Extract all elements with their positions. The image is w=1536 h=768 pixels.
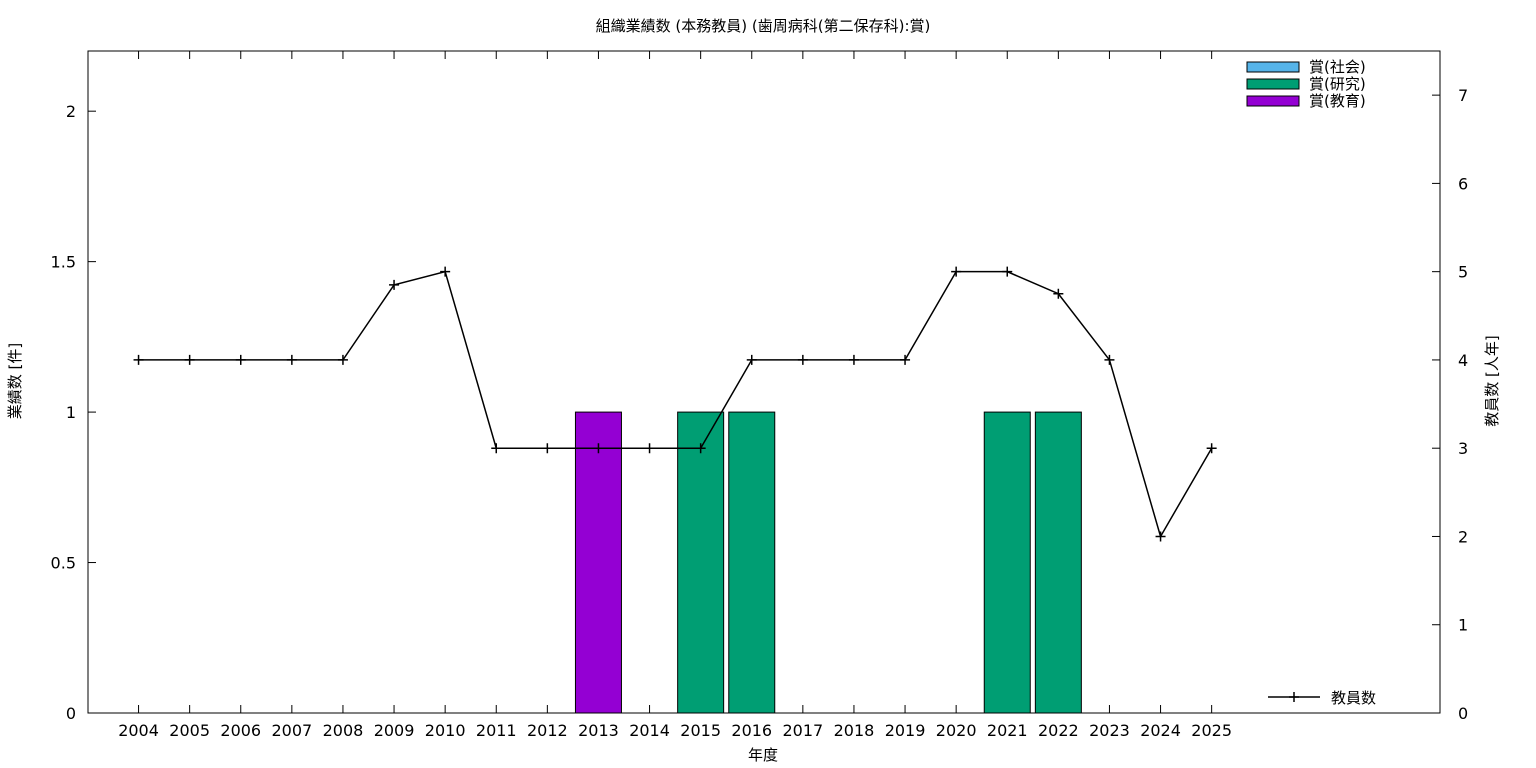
line-point <box>644 443 655 454</box>
y2-tick-label: 2 <box>1458 527 1468 546</box>
line-point <box>1002 266 1013 277</box>
y2-tick-label: 7 <box>1458 86 1468 105</box>
line-point <box>848 354 859 365</box>
line-point <box>695 443 706 454</box>
x-tick-label: 2004 <box>118 721 159 740</box>
x-tick-label: 2010 <box>425 721 466 740</box>
x-tick-label: 2014 <box>629 721 670 740</box>
legend: 賞(社会)賞(研究)賞(教育) 教員数 <box>1246 58 1376 707</box>
line-point <box>286 354 297 365</box>
line-point <box>1155 531 1166 542</box>
x-tick-label: 2015 <box>680 721 721 740</box>
x-tick-label: 2008 <box>323 721 364 740</box>
line-point <box>389 279 400 290</box>
line-point <box>542 443 553 454</box>
x-tick-label: 2005 <box>169 721 210 740</box>
y2-tick-label: 5 <box>1458 263 1468 282</box>
y-tick-label: 0 <box>66 704 76 723</box>
x-tick-label: 2021 <box>987 721 1028 740</box>
y-tick-label: 0.5 <box>51 554 76 573</box>
bar <box>677 411 725 714</box>
bar <box>1034 411 1082 714</box>
line-point <box>1053 288 1064 299</box>
x-tick-label: 2023 <box>1089 721 1130 740</box>
x-tick-label: 2007 <box>271 721 312 740</box>
line-point <box>900 354 911 365</box>
legend-swatch <box>1246 95 1300 107</box>
line-point <box>337 354 348 365</box>
bar <box>574 411 622 714</box>
y2-axis-label: 教員数 [人年] <box>1483 335 1501 426</box>
x-tick-label: 2024 <box>1140 721 1181 740</box>
x-tick-label: 2013 <box>578 721 619 740</box>
bar <box>728 411 776 714</box>
y2-tick-label: 0 <box>1458 704 1468 723</box>
legend-label: 教員数 <box>1331 689 1376 707</box>
line-point <box>746 354 757 365</box>
line-point <box>1104 354 1115 365</box>
x-tick-label: 2017 <box>782 721 823 740</box>
x-tick-label: 2018 <box>834 721 875 740</box>
x-tick-label: 2009 <box>374 721 415 740</box>
line-point <box>797 354 808 365</box>
y2-tick-label: 3 <box>1458 439 1468 458</box>
legend-swatch <box>1246 78 1300 90</box>
chart-title: 組織業績数 (本務教員) (歯周病科(第二保存科):賞) <box>596 17 931 35</box>
y2-tick-label: 1 <box>1458 616 1468 635</box>
x-tick-label: 2019 <box>885 721 926 740</box>
y2-tick-label: 6 <box>1458 174 1468 193</box>
line-point <box>1206 443 1217 454</box>
x-tick-label: 2006 <box>220 721 261 740</box>
x-tick-label: 2012 <box>527 721 568 740</box>
y-tick-label: 2 <box>66 102 76 121</box>
line-point <box>184 354 195 365</box>
line-point <box>491 443 502 454</box>
x-tick-label: 2011 <box>476 721 517 740</box>
y-tick-label: 1.5 <box>51 253 76 272</box>
line-point <box>235 354 246 365</box>
line-series <box>138 270 1213 539</box>
line-point <box>593 443 604 454</box>
legend-label: 賞(教育) <box>1309 92 1366 110</box>
x-axis-label: 年度 <box>748 746 778 764</box>
x-tick-label: 2020 <box>936 721 977 740</box>
y2-tick-label: 4 <box>1458 351 1468 370</box>
legend-label: 賞(研究) <box>1309 75 1366 93</box>
y-axis-label: 業績数 [件] <box>6 343 24 419</box>
legend-line-marker <box>1289 692 1299 702</box>
x-tick-label: 2022 <box>1038 721 1079 740</box>
line-point <box>951 266 962 277</box>
legend-label: 賞(社会) <box>1309 58 1366 76</box>
y-tick-label: 1 <box>66 403 76 422</box>
line-point <box>440 266 451 277</box>
line-point <box>133 354 144 365</box>
legend-swatch <box>1246 61 1300 73</box>
x-tick-label: 2025 <box>1191 721 1232 740</box>
x-tick-label: 2016 <box>731 721 772 740</box>
bar <box>983 411 1031 714</box>
